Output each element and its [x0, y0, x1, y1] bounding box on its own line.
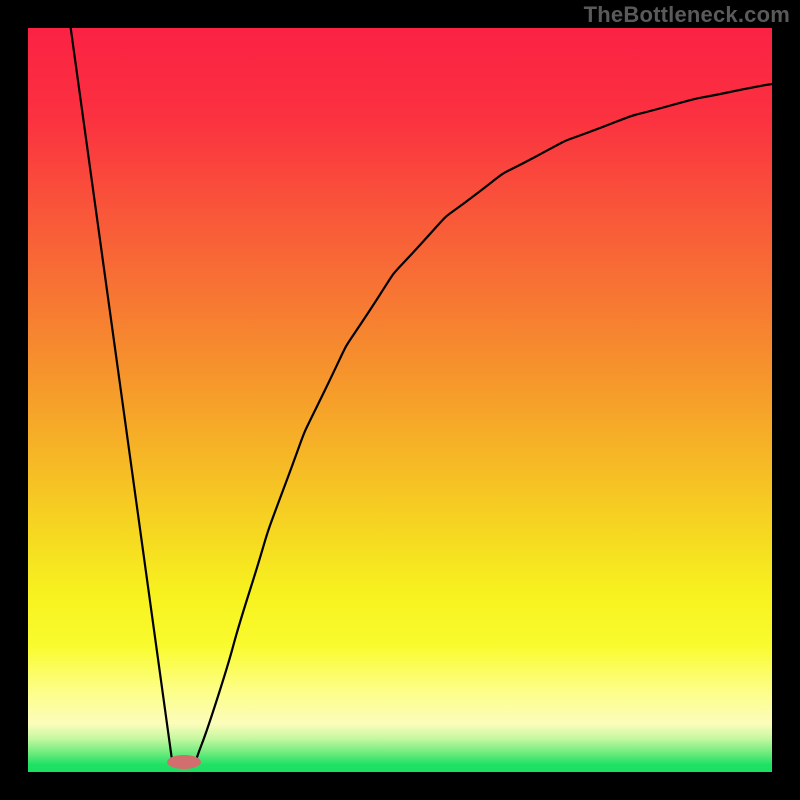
plot-area	[28, 23, 784, 772]
watermark-text: TheBottleneck.com	[584, 2, 790, 28]
bottleneck-chart	[0, 0, 800, 800]
optimum-marker	[167, 755, 201, 769]
chart-container: TheBottleneck.com	[0, 0, 800, 800]
gradient-background	[28, 28, 772, 772]
